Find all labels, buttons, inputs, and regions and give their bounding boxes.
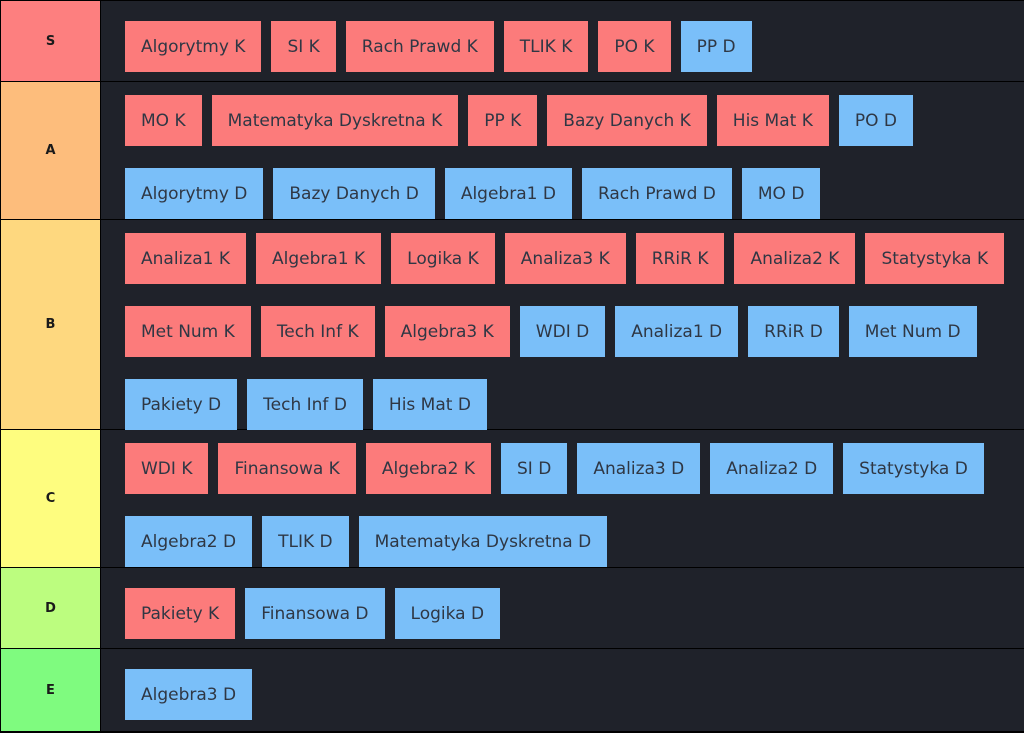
tier-item[interactable]: Algebra1 K [255, 233, 382, 284]
tier-item[interactable]: Analiza1 K [125, 233, 246, 284]
tier-item[interactable]: WDI D [519, 306, 606, 357]
tier-label-e[interactable]: E [1, 649, 100, 731]
tier-item[interactable]: Logika D [394, 588, 501, 639]
tier-item[interactable]: PP D [680, 21, 752, 72]
tier-row-e: E Algebra3 D [0, 649, 1024, 731]
tier-item[interactable]: Algorytmy D [125, 168, 264, 219]
tier-item[interactable]: Algorytmy K [125, 21, 262, 72]
tier-item[interactable]: Tech Inf K [260, 306, 375, 357]
tier-item[interactable]: WDI K [125, 443, 209, 494]
tier-item[interactable]: Algebra3 D [125, 669, 253, 720]
tier-label-s[interactable]: S [1, 1, 100, 81]
tier-item[interactable]: Algebra1 D [444, 168, 572, 219]
tier-row-c: C WDI K Finansowa K Algebra2 K SI D Analiza3… [0, 430, 1024, 567]
tier-item[interactable]: Analiza2 K [734, 233, 856, 284]
tier-item[interactable]: PP K [468, 95, 538, 146]
tier-item[interactable]: Met Num D [848, 306, 977, 357]
tier-item[interactable]: Met Num K [125, 306, 251, 357]
tier-item[interactable]: MO K [125, 95, 202, 146]
tier-item[interactable]: Matematyka Dyskretna D [358, 516, 608, 567]
tier-item[interactable]: PO K [598, 21, 671, 72]
tier-item[interactable]: Analiza1 D [615, 306, 739, 357]
tier-item[interactable]: Analiza3 D [577, 443, 701, 494]
tier-item[interactable]: Bazy Danych K [547, 95, 707, 146]
tier-row-d: D Pakiety K Finansowa D Logika D [0, 568, 1024, 648]
tier-items-e[interactable]: Algebra3 D [101, 649, 1024, 731]
tier-item[interactable]: RRiR D [748, 306, 839, 357]
tier-item[interactable]: Algebra2 K [365, 443, 492, 494]
tier-items-d[interactable]: Pakiety K Finansowa D Logika D [101, 568, 1024, 648]
tier-item[interactable]: Analiza2 D [710, 443, 834, 494]
tier-item[interactable]: SI D [501, 443, 568, 494]
tier-item[interactable]: Rach Prawd K [345, 21, 494, 72]
tier-item[interactable]: Pakiety K [125, 588, 236, 639]
tier-item[interactable]: PO D [838, 95, 913, 146]
tier-item[interactable]: Matematyka Dyskretna K [211, 95, 459, 146]
tier-items-c[interactable]: WDI K Finansowa K Algebra2 K SI D Analiza3 D… [101, 430, 1024, 567]
tier-item[interactable]: TLIK D [262, 516, 349, 567]
tier-item[interactable]: MO D [741, 168, 821, 219]
tier-item[interactable]: Statystyka K [865, 233, 1005, 284]
tier-item[interactable]: TLIK K [503, 21, 589, 72]
tier-label-b[interactable]: B [1, 220, 100, 429]
tier-label-c[interactable]: C [1, 430, 100, 567]
tier-item[interactable]: SI K [271, 21, 336, 72]
tier-item[interactable]: Algebra3 K [384, 306, 510, 357]
tier-item[interactable]: His Mat D [372, 379, 487, 430]
tier-item[interactable]: Bazy Danych D [273, 168, 435, 219]
tier-item[interactable]: Tech Inf D [247, 379, 363, 430]
tier-item[interactable]: Finansowa K [218, 443, 356, 494]
tier-label-d[interactable]: D [1, 568, 100, 648]
tier-row-b: B Analiza1 K Algebra1 K Logika K Analiza3 K… [0, 220, 1024, 430]
tier-items-b[interactable]: Analiza1 K Algebra1 K Logika K Analiza3 K RR… [101, 220, 1024, 430]
tier-item[interactable]: RRiR K [635, 233, 725, 284]
tier-item[interactable]: Rach Prawd D [581, 168, 732, 219]
tier-item[interactable]: His Mat K [716, 95, 829, 146]
tier-item[interactable]: Analiza3 K [504, 233, 626, 284]
tier-item[interactable]: Logika K [391, 233, 495, 284]
tier-row-a: A MO K Matematyka Dyskretna K PP K Bazy Dan… [0, 82, 1024, 219]
tier-item[interactable]: Algebra2 D [125, 516, 253, 567]
tier-item[interactable]: Pakiety D [125, 379, 238, 430]
tier-label-a[interactable]: A [1, 82, 100, 219]
tier-items-a[interactable]: MO K Matematyka Dyskretna K PP K Bazy Danyc… [101, 82, 1024, 219]
tier-item[interactable]: Finansowa D [245, 588, 385, 639]
tier-item[interactable]: Statystyka D [843, 443, 984, 494]
tier-items-s[interactable]: Algorytmy K SI K Rach Prawd K TLIK K PO K PP … [101, 1, 1024, 81]
